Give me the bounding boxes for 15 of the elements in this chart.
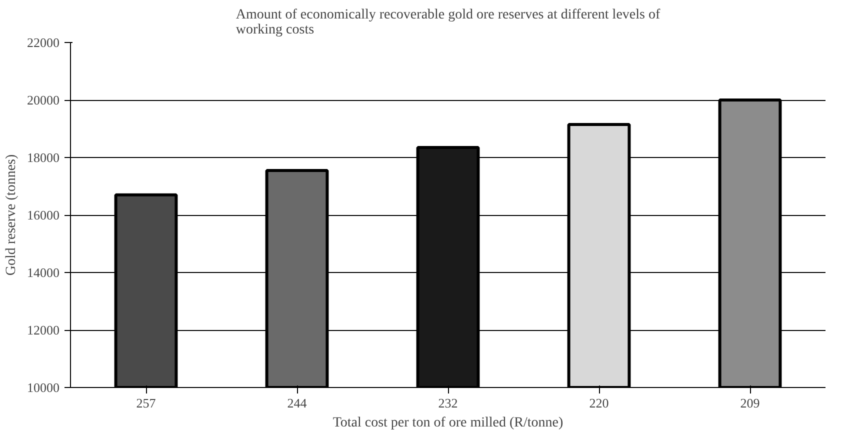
y-tick-label: 14000 [27,265,60,280]
y-tick-label: 10000 [27,380,60,395]
x-axis-title: Total cost per ton of ore milled (R/tonne) [332,416,564,430]
y-tick-label: 22000 [27,35,60,50]
y-tick-label: 18000 [27,150,60,165]
x-tick-label: 232 [438,396,458,410]
y-axis-title: Gold reserve (tonnes) [4,154,19,276]
y-tick-label: 12000 [27,322,60,338]
x-tick-label: 257 [136,396,156,410]
y-tick-label: 16000 [27,208,60,222]
y-tick-label: 20000 [27,92,60,108]
x-tick-label: 220 [589,396,609,410]
chart-title: Amount of economically recoverable gold ore reserves at different levels of working costs [236,8,660,38]
x-tick-label: 209 [740,396,760,410]
x-tick-label: 244 [287,396,308,410]
